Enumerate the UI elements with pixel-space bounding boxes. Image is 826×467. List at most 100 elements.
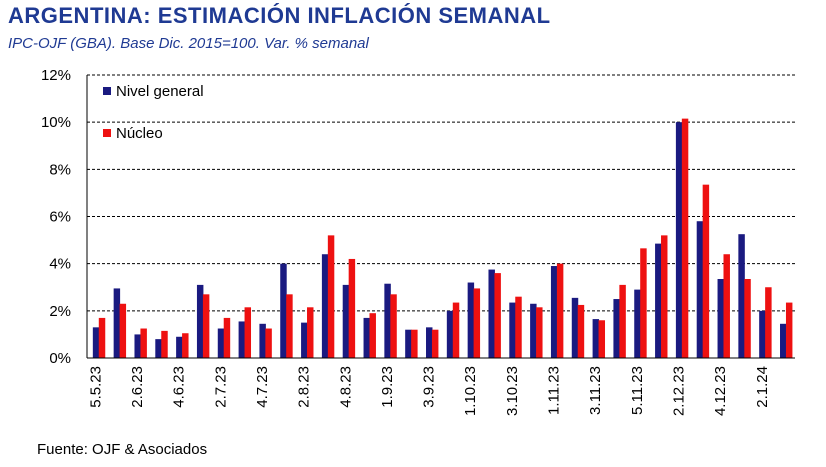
bar-nucleo xyxy=(661,235,668,358)
chart-subtitle: IPC-OJF (GBA). Base Dic. 2015=100. Var. … xyxy=(8,35,369,52)
bar-nivel-general xyxy=(363,317,370,358)
x-tick-label: 2.6.23 xyxy=(129,366,146,408)
bar-nucleo xyxy=(619,284,626,358)
bar-nucleo xyxy=(327,235,335,358)
bar-nucleo xyxy=(702,184,710,358)
x-tick-label: 4.6.23 xyxy=(171,366,188,408)
bar-nivel-general xyxy=(530,303,537,358)
bar-nucleo xyxy=(161,330,168,358)
bar-nucleo xyxy=(598,320,606,358)
legend-label: Núcleo xyxy=(116,125,163,142)
bar-nivel-general xyxy=(592,319,600,358)
bar-nivel-general xyxy=(113,288,121,358)
bar-nucleo xyxy=(785,302,793,358)
y-tick-label: 0% xyxy=(49,350,71,367)
x-tick-label: 2.7.23 xyxy=(212,366,229,408)
x-tick-label: 1.10.23 xyxy=(462,366,479,416)
bar-nivel-general xyxy=(655,243,662,358)
bar-nivel-general xyxy=(196,284,204,358)
bar-nivel-general xyxy=(613,299,620,358)
bar-nivel-general xyxy=(675,122,683,358)
legend-label: Nivel general xyxy=(116,83,204,100)
x-tick-label: 2.12.23 xyxy=(670,366,687,416)
bar-nucleo xyxy=(452,302,460,358)
x-tick-label: 3.10.23 xyxy=(504,366,521,416)
bar-nucleo xyxy=(723,254,730,358)
bar-nivel-general xyxy=(717,279,724,358)
x-tick-label: 1.9.23 xyxy=(379,366,396,408)
bar-nivel-general xyxy=(696,221,704,358)
x-tick-label: 4.8.23 xyxy=(337,366,354,408)
bar-nivel-general xyxy=(759,310,766,358)
bar-nucleo xyxy=(119,303,127,358)
x-tick-label: 5.5.23 xyxy=(87,366,104,408)
bar-nucleo xyxy=(536,307,543,358)
bar-nucleo xyxy=(244,307,252,358)
bar-nivel-general xyxy=(571,297,579,358)
x-tick-label: 2.8.23 xyxy=(296,366,313,408)
bar-nucleo xyxy=(411,329,418,358)
bar-nivel-general xyxy=(301,322,308,359)
x-tick-label: 4.12.23 xyxy=(712,366,729,416)
bar-nivel-general xyxy=(280,263,287,358)
bar-nucleo xyxy=(140,328,147,358)
x-tick-label: 2.1.24 xyxy=(754,366,771,408)
bar-nivel-general xyxy=(738,234,745,358)
legend-swatch xyxy=(103,129,111,137)
bar-nivel-general xyxy=(509,302,516,358)
bar-nivel-general xyxy=(550,266,558,358)
bar-nivel-general xyxy=(634,289,641,358)
bar-nucleo xyxy=(182,333,189,358)
x-tick-label: 1.11.23 xyxy=(546,366,563,415)
bar-nucleo xyxy=(577,304,585,358)
bar-nucleo xyxy=(98,317,106,358)
bar-nucleo xyxy=(369,313,376,358)
bar-nivel-general xyxy=(780,323,787,358)
bar-nucleo xyxy=(431,329,439,358)
bar-nucleo xyxy=(265,328,272,358)
bar-nucleo xyxy=(307,307,314,358)
y-tick-label: 10% xyxy=(41,114,71,131)
bar-nivel-general xyxy=(176,336,183,358)
bar-nucleo xyxy=(556,263,564,358)
bar-nucleo xyxy=(765,287,772,358)
x-tick-label: 3.11.23 xyxy=(587,366,604,415)
bar-nucleo xyxy=(681,118,689,358)
bar-nivel-general xyxy=(238,321,246,358)
bar-nivel-general xyxy=(467,282,475,358)
bar-nivel-general xyxy=(426,327,433,358)
bar-nivel-general xyxy=(259,323,266,358)
bar-nivel-general xyxy=(446,310,454,358)
bar-nucleo xyxy=(202,294,210,358)
x-tick-label: 4.7.23 xyxy=(254,366,271,408)
bar-nivel-general xyxy=(155,339,162,358)
bar-nivel-general xyxy=(488,269,495,358)
bar-nivel-general xyxy=(134,334,141,358)
bar-nucleo xyxy=(494,273,501,358)
bar-nivel-general xyxy=(321,254,329,358)
x-tick-label: 3.9.23 xyxy=(421,366,438,408)
y-tick-label: 8% xyxy=(49,161,71,178)
y-tick-label: 6% xyxy=(49,209,71,226)
bar-nivel-general xyxy=(384,283,391,358)
bar-nucleo xyxy=(348,258,356,358)
bar-nucleo xyxy=(223,317,231,358)
bar-nucleo xyxy=(640,248,647,358)
y-tick-label: 2% xyxy=(49,303,71,320)
bar-nivel-general xyxy=(342,284,350,358)
bar-nucleo xyxy=(515,296,522,358)
y-tick-label: 12% xyxy=(41,67,71,84)
chart-title: ARGENTINA: ESTIMACIÓN INFLACIÓN SEMANAL xyxy=(8,3,551,28)
bar-nivel-general xyxy=(217,328,225,358)
y-tick-label: 4% xyxy=(49,256,71,273)
bar-nucleo xyxy=(390,294,397,358)
source-note: Fuente: OJF & Asociados xyxy=(37,441,208,458)
bar-nucleo xyxy=(744,279,751,358)
legend-swatch xyxy=(103,87,111,95)
bar-nucleo xyxy=(473,288,481,358)
bar-nivel-general xyxy=(92,327,100,358)
x-tick-label: 5.11.23 xyxy=(629,366,646,415)
bar-nivel-general xyxy=(405,329,412,358)
bar-nucleo xyxy=(286,294,293,358)
